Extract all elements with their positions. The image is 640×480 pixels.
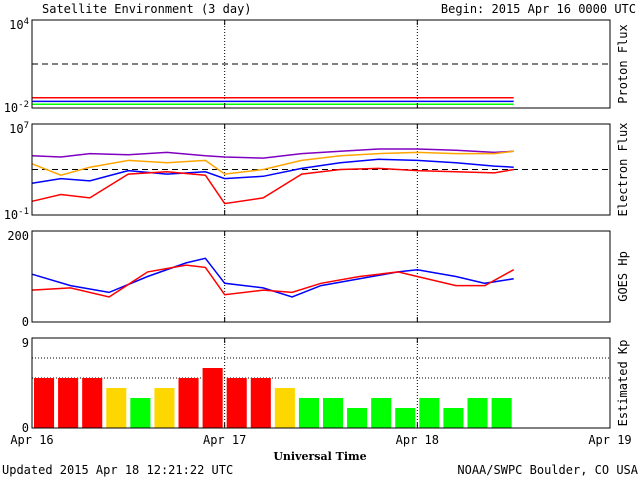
y-tick-label-bottom: 0 [22, 315, 29, 329]
kp-bar [323, 398, 344, 428]
begin-label: Begin: 2015 Apr 16 0000 UTC [441, 2, 636, 16]
kp-bar [130, 398, 151, 428]
kp-bar [467, 398, 488, 428]
y-tick-label-top: 9 [22, 336, 29, 350]
updated-label: Updated 2015 Apr 18 12:21:22 UTC [2, 463, 233, 477]
kp-bar [178, 378, 199, 428]
y-tick-label-top: 107 [9, 121, 29, 136]
y-tick-label-top: 104 [9, 17, 29, 32]
credit-label: NOAA/SWPC Boulder, CO USA [457, 463, 638, 477]
chart-title: Satellite Environment (3 day) [42, 2, 252, 16]
panel-4: 9 0 Estimated Kp [22, 336, 630, 435]
kp-bar [371, 398, 392, 428]
x-tick-label: Apr 16 [10, 433, 53, 447]
kp-bar [250, 378, 271, 428]
y-tick-label-bottom: 0 [22, 421, 29, 435]
y-tick-label-bottom: 10-2 [4, 100, 29, 115]
panel-frame [31, 230, 611, 323]
y-axis-label: GOES Hp [616, 251, 630, 302]
series-line-red [31, 167, 514, 205]
series-line-red [31, 264, 515, 298]
kp-bar [226, 378, 247, 428]
kp-bar [419, 398, 440, 428]
panel-background [32, 231, 610, 322]
kp-bar [274, 388, 295, 428]
kp-bar [58, 378, 79, 428]
panel-1: 104 10-2 Proton Flux [4, 17, 630, 115]
x-tick-label: Apr 18 [396, 433, 439, 447]
kp-bar [298, 398, 319, 428]
kp-bar [491, 398, 512, 428]
panel-frame [31, 19, 611, 109]
panel-frame [31, 123, 611, 216]
panel-2: 107 10-1 Electron Flux [4, 121, 630, 222]
kp-bar [154, 388, 175, 428]
kp-bar [82, 378, 103, 428]
kp-bar [202, 368, 223, 428]
panel-frame [31, 337, 611, 429]
series-line-purple [31, 148, 514, 159]
y-axis-label: Electron Flux [616, 123, 630, 217]
y-tick-label-bottom: 10-1 [4, 207, 29, 222]
kp-bar [106, 388, 127, 428]
y-axis-label: Estimated Kp [616, 340, 630, 427]
x-axis-title: Universal Time [273, 450, 366, 463]
panel-3: 200 0 GOES Hp [7, 229, 630, 329]
kp-bar [347, 408, 368, 428]
y-axis-label: Proton Flux [616, 24, 630, 103]
kp-bar [395, 408, 416, 428]
y-tick-label-top: 200 [7, 229, 29, 243]
x-tick-label: Apr 17 [203, 433, 246, 447]
series-line-orange [31, 150, 514, 176]
x-tick-label: Apr 19 [588, 433, 631, 447]
kp-bar [443, 408, 464, 428]
kp-bar [34, 378, 55, 428]
panel-background [32, 338, 610, 428]
series-line-blue [31, 158, 514, 184]
